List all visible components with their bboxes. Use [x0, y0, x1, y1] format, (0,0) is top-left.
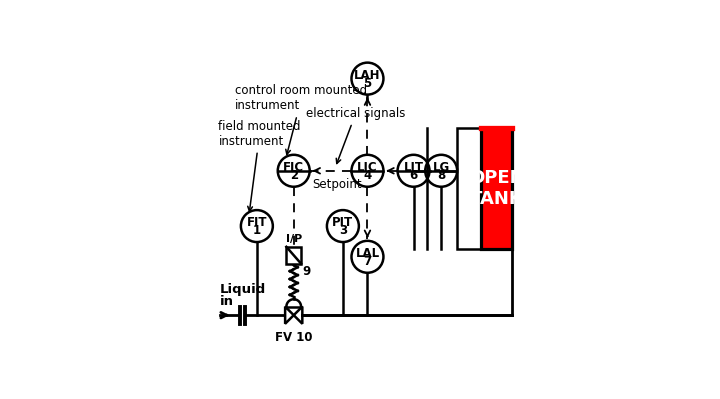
Text: FIT: FIT [247, 216, 267, 229]
Text: LIC: LIC [357, 161, 378, 174]
Text: Liquid: Liquid [220, 282, 266, 296]
Text: control room mounted
instrument: control room mounted instrument [235, 84, 367, 154]
Text: 8: 8 [437, 169, 446, 182]
Text: 2: 2 [289, 169, 298, 182]
Text: 7: 7 [364, 255, 372, 268]
Text: I/P: I/P [286, 234, 302, 244]
Text: LIT: LIT [403, 161, 423, 174]
Text: FV 10: FV 10 [275, 332, 312, 344]
Text: 9: 9 [302, 265, 311, 278]
Text: LAL: LAL [356, 247, 379, 260]
Text: in: in [220, 295, 233, 308]
Text: field mounted
instrument: field mounted instrument [218, 120, 301, 211]
Text: PIT: PIT [333, 216, 354, 229]
Text: FIC: FIC [283, 161, 305, 174]
Bar [481, 128, 512, 249]
Bar [287, 247, 301, 264]
Text: 5: 5 [364, 77, 372, 90]
Text: Setpoint: Setpoint [312, 178, 361, 192]
Text: OPEN
TANK: OPEN TANK [469, 169, 524, 208]
Text: electrical signals: electrical signals [306, 107, 405, 164]
Text: 6: 6 [410, 169, 418, 182]
Text: 1: 1 [253, 224, 261, 237]
Text: 3: 3 [339, 224, 347, 237]
Text: 4: 4 [364, 169, 372, 182]
Bar [456, 128, 481, 249]
Text: LG: LG [433, 161, 450, 174]
Text: LAH: LAH [354, 69, 381, 82]
